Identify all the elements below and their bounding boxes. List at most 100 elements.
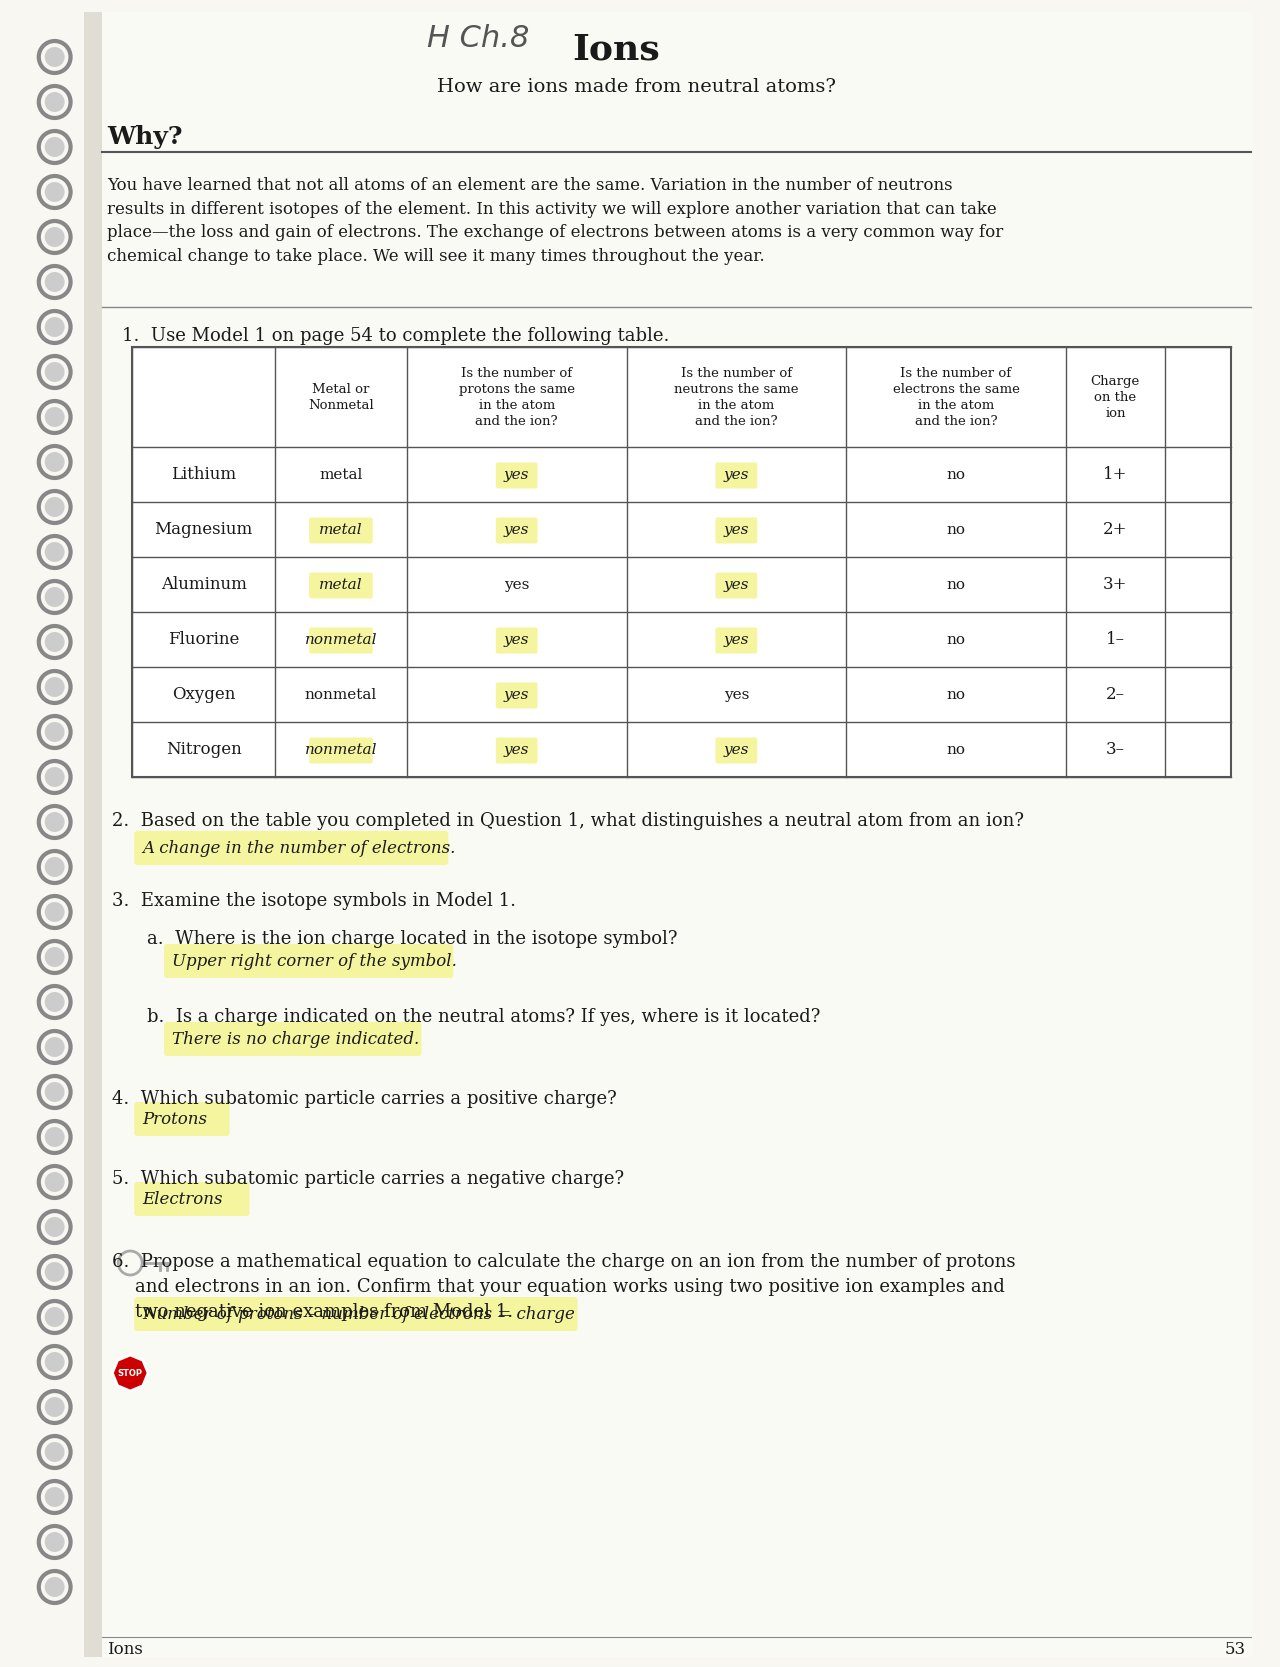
Circle shape xyxy=(45,1037,64,1057)
Circle shape xyxy=(45,992,64,1012)
Circle shape xyxy=(45,92,64,112)
Circle shape xyxy=(45,677,64,697)
Text: Fluorine: Fluorine xyxy=(168,632,239,648)
FancyBboxPatch shape xyxy=(164,944,453,979)
Text: Is the number of
neutrons the same
in the atom
and the ion?: Is the number of neutrons the same in th… xyxy=(675,367,799,427)
Text: nonmetal: nonmetal xyxy=(305,632,378,647)
Circle shape xyxy=(45,1352,64,1372)
Text: STOP: STOP xyxy=(118,1369,143,1377)
Text: Nitrogen: Nitrogen xyxy=(165,742,242,758)
Circle shape xyxy=(45,1577,64,1597)
FancyBboxPatch shape xyxy=(716,572,758,598)
Circle shape xyxy=(45,1442,64,1462)
Circle shape xyxy=(45,362,64,382)
Circle shape xyxy=(45,137,64,157)
Circle shape xyxy=(45,542,64,562)
Text: yes: yes xyxy=(723,522,749,537)
FancyBboxPatch shape xyxy=(495,627,538,653)
Circle shape xyxy=(45,632,64,652)
Text: Magnesium: Magnesium xyxy=(155,522,252,538)
Text: yes: yes xyxy=(723,687,749,702)
Text: yes: yes xyxy=(723,632,749,647)
Circle shape xyxy=(45,497,64,517)
Text: yes: yes xyxy=(723,577,749,592)
Circle shape xyxy=(45,227,64,247)
Text: no: no xyxy=(946,467,965,482)
FancyBboxPatch shape xyxy=(495,517,538,543)
Text: Upper right corner of the symbol.: Upper right corner of the symbol. xyxy=(172,952,457,970)
Circle shape xyxy=(45,902,64,922)
Text: Is the number of
electrons the same
in the atom
and the ion?: Is the number of electrons the same in t… xyxy=(892,367,1019,427)
Text: Protons: Protons xyxy=(142,1110,207,1127)
FancyBboxPatch shape xyxy=(495,682,538,708)
Text: Is the number of
protons the same
in the atom
and the ion?: Is the number of protons the same in the… xyxy=(458,367,575,427)
Text: nonmetal: nonmetal xyxy=(305,687,378,702)
FancyBboxPatch shape xyxy=(84,12,1253,1657)
FancyBboxPatch shape xyxy=(134,1102,229,1135)
Circle shape xyxy=(45,1262,64,1282)
Text: yes: yes xyxy=(504,687,530,702)
Circle shape xyxy=(45,47,64,67)
Text: How are ions made from neutral atoms?: How are ions made from neutral atoms? xyxy=(436,78,836,97)
Text: Electrons: Electrons xyxy=(142,1190,223,1207)
Text: yes: yes xyxy=(504,742,530,757)
Circle shape xyxy=(45,407,64,427)
FancyBboxPatch shape xyxy=(495,462,538,488)
FancyBboxPatch shape xyxy=(84,12,102,1657)
Circle shape xyxy=(45,587,64,607)
Text: H Ch.8: H Ch.8 xyxy=(428,23,530,53)
Text: 2+: 2+ xyxy=(1103,522,1128,538)
Text: Ions: Ions xyxy=(572,32,660,67)
Text: no: no xyxy=(946,742,965,757)
Circle shape xyxy=(45,1397,64,1417)
FancyBboxPatch shape xyxy=(134,832,448,865)
Text: Metal or
Nonmetal: Metal or Nonmetal xyxy=(308,382,374,412)
Circle shape xyxy=(45,947,64,967)
Text: Charge
on the
ion: Charge on the ion xyxy=(1091,375,1140,420)
Text: nonmetal: nonmetal xyxy=(305,742,378,757)
FancyBboxPatch shape xyxy=(308,572,372,598)
Circle shape xyxy=(45,1532,64,1552)
Text: Lithium: Lithium xyxy=(172,467,237,483)
Text: Number of protons – number of electrons = charge: Number of protons – number of electrons … xyxy=(142,1305,575,1322)
FancyBboxPatch shape xyxy=(716,627,758,653)
Text: metal: metal xyxy=(319,522,362,537)
Bar xyxy=(132,347,1230,777)
Circle shape xyxy=(45,1172,64,1192)
Text: a.  Where is the ion charge located in the isotope symbol?: a. Where is the ion charge located in th… xyxy=(147,930,677,949)
Text: There is no charge indicated.: There is no charge indicated. xyxy=(172,1030,420,1047)
Text: no: no xyxy=(946,687,965,702)
Text: no: no xyxy=(946,577,965,592)
Text: 1–: 1– xyxy=(1106,632,1125,648)
Text: yes: yes xyxy=(504,467,530,482)
Circle shape xyxy=(45,1307,64,1327)
Text: Why?: Why? xyxy=(108,125,183,148)
FancyBboxPatch shape xyxy=(164,1022,421,1055)
Text: You have learned that not all atoms of an element are the same. Variation in the: You have learned that not all atoms of a… xyxy=(108,177,1004,265)
FancyBboxPatch shape xyxy=(134,1182,250,1215)
Text: Aluminum: Aluminum xyxy=(161,577,247,593)
Circle shape xyxy=(45,272,64,292)
Text: no: no xyxy=(946,522,965,537)
Text: b.  Is a charge indicated on the neutral atoms? If yes, where is it located?: b. Is a charge indicated on the neutral … xyxy=(147,1009,820,1025)
FancyBboxPatch shape xyxy=(308,517,372,543)
FancyBboxPatch shape xyxy=(308,627,372,653)
Text: 1+: 1+ xyxy=(1103,467,1128,483)
Text: 4.  Which subatomic particle carries a positive charge?: 4. Which subatomic particle carries a po… xyxy=(113,1090,617,1109)
Text: metal: metal xyxy=(319,577,362,592)
Text: 2.  Based on the table you completed in Question 1, what distinguishes a neutral: 2. Based on the table you completed in Q… xyxy=(113,812,1024,830)
Text: yes: yes xyxy=(504,632,530,647)
FancyBboxPatch shape xyxy=(716,462,758,488)
FancyBboxPatch shape xyxy=(308,737,372,763)
Text: Oxygen: Oxygen xyxy=(172,687,236,703)
Text: 3.  Examine the isotope symbols in Model 1.: 3. Examine the isotope symbols in Model … xyxy=(113,892,516,910)
Text: 53: 53 xyxy=(1225,1640,1245,1657)
Circle shape xyxy=(45,182,64,202)
Text: 6.  Propose a mathematical equation to calculate the charge on an ion from the n: 6. Propose a mathematical equation to ca… xyxy=(113,1254,1016,1320)
FancyBboxPatch shape xyxy=(495,737,538,763)
Circle shape xyxy=(45,857,64,877)
Text: 3+: 3+ xyxy=(1103,577,1128,593)
Circle shape xyxy=(45,767,64,787)
Text: yes: yes xyxy=(723,742,749,757)
Circle shape xyxy=(45,1127,64,1147)
